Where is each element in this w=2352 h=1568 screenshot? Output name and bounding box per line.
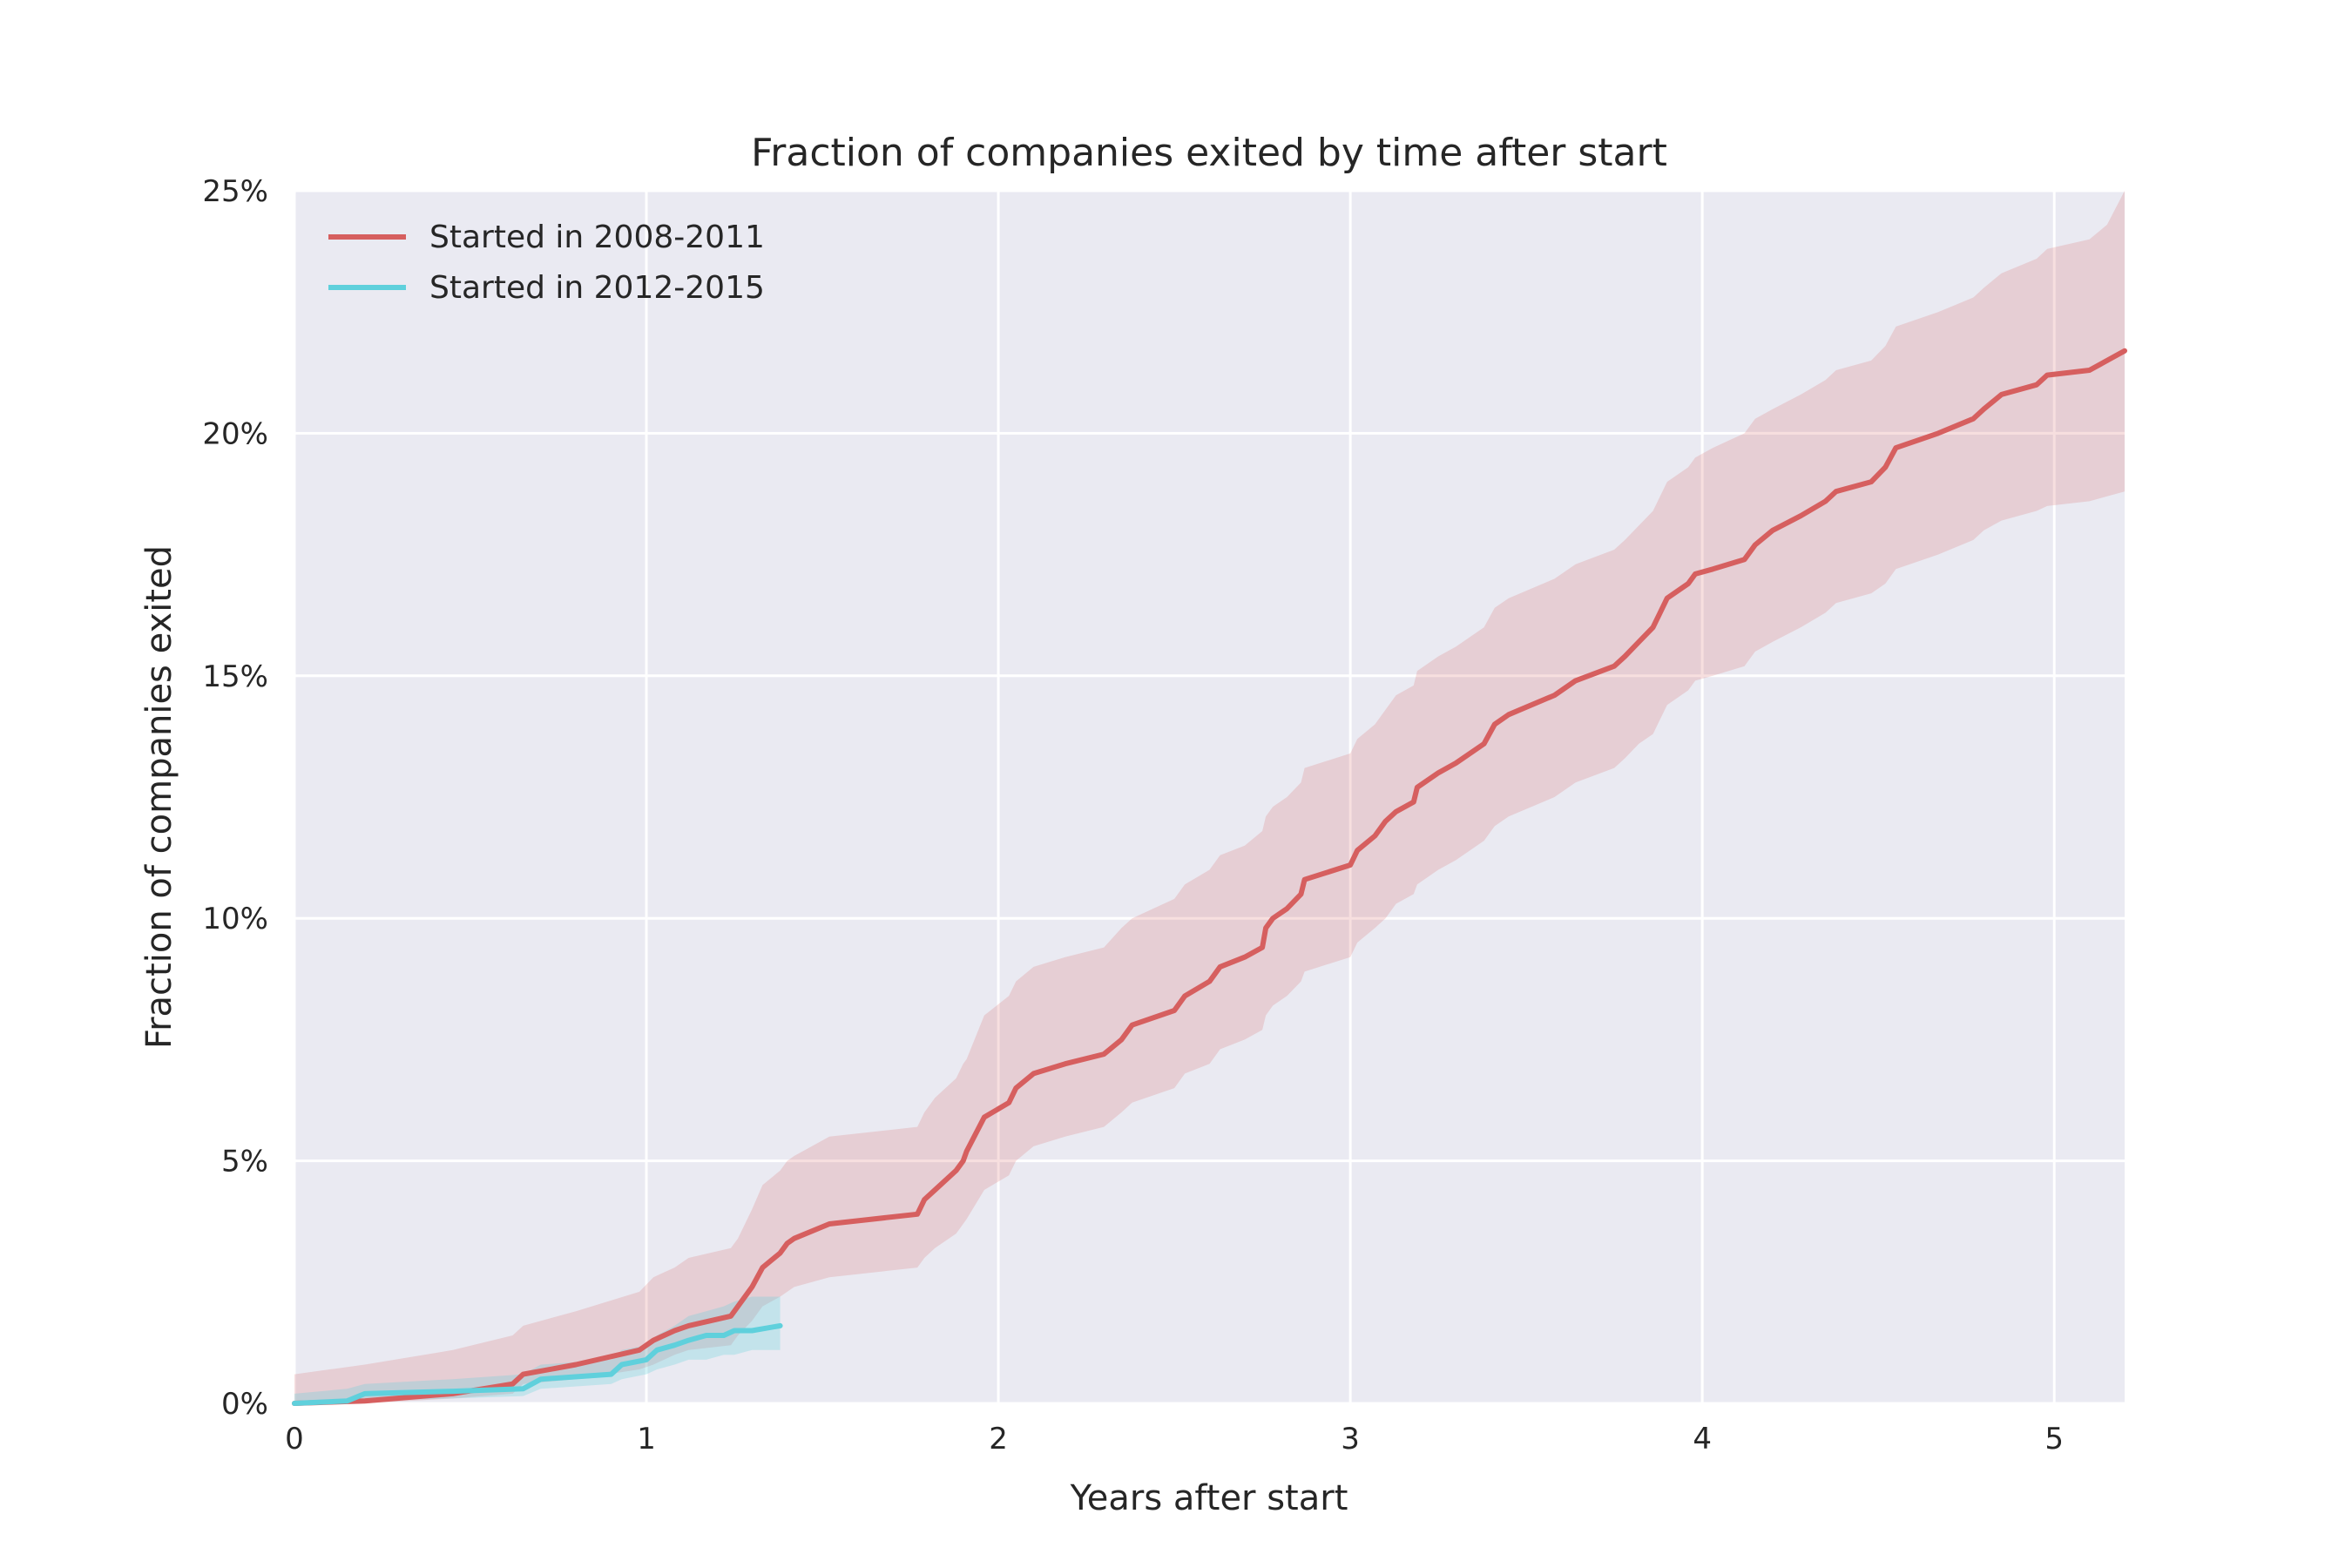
x-tick-label: 4 [1693, 1422, 1712, 1456]
plot-area [294, 191, 2125, 1403]
x-tick-label: 1 [637, 1422, 656, 1456]
line-series-1 [292, 348, 2127, 1406]
x-tick-labels: 0 1 2 3 4 5 [285, 1422, 2064, 1456]
y-tick-label: 20% [202, 416, 268, 451]
x-tick-label: 0 [285, 1422, 304, 1456]
y-tick-label: 5% [221, 1145, 268, 1179]
line-series-2 [292, 1322, 783, 1406]
confidence-band-series-1 [294, 191, 2125, 1403]
y-tick-label: 10% [202, 902, 268, 936]
chart-title: Fraction of companies exited by time aft… [751, 131, 1667, 175]
y-tick-label: 0% [221, 1387, 268, 1422]
y-tick-label: 25% [202, 174, 268, 209]
x-axis-label: Years after start [1070, 1478, 1348, 1518]
y-tick-label: 15% [202, 659, 268, 694]
legend-label-series-2: Started in 2012-2015 [429, 270, 765, 306]
grid-lines [293, 189, 2125, 1405]
x-tick-label: 3 [1341, 1422, 1360, 1456]
legend-label-series-1: Started in 2008-2011 [429, 220, 765, 255]
x-tick-label: 2 [989, 1422, 1008, 1456]
y-tick-labels: 0% 5% 10% 15% 20% 25% [202, 174, 268, 1422]
y-axis-label: Fraction of companies exited [139, 545, 179, 1049]
series-lines [292, 348, 2127, 1406]
x-tick-label: 5 [2044, 1422, 2064, 1456]
legend: Started in 2008-2011 Started in 2012-201… [328, 220, 765, 306]
